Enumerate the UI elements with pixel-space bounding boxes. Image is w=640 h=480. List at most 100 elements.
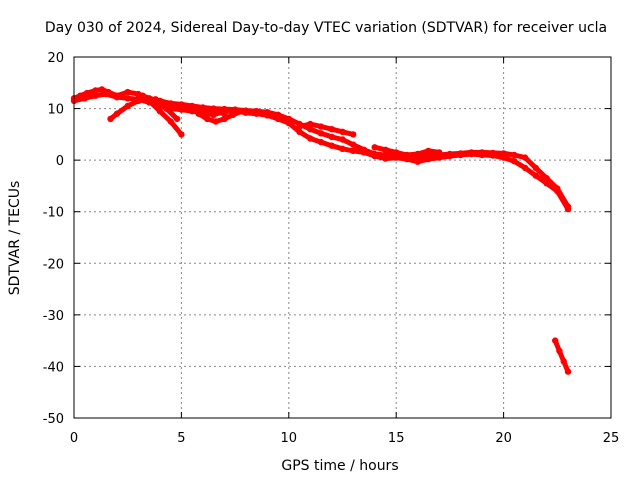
data-point [103,90,110,98]
data-point [554,187,561,195]
data-point [560,358,567,365]
data-point [167,118,174,125]
series-track-4 [139,92,185,138]
data-point [113,110,121,117]
data-point [195,110,202,117]
series-track-8 [371,144,443,159]
series-track-1 [70,86,572,210]
data-point [489,152,497,159]
x-tick-label: 20 [495,431,512,446]
data-point [204,115,211,123]
data-point [285,119,292,127]
data-point [371,144,378,151]
series-track-5 [152,96,181,123]
data-point [178,131,185,138]
data-point [339,145,346,152]
data-point [446,152,454,160]
data-point [328,126,335,133]
data-point [371,152,378,160]
data-point [139,92,146,99]
chart-title: Day 030 of 2024, Sidereal Day-to-day VTE… [45,20,607,36]
data-point [328,142,335,149]
data-point [339,128,346,135]
data-point [163,105,170,112]
x-tick-label: 15 [388,431,405,446]
data-point [556,347,563,355]
data-point [307,126,314,133]
series-track-9 [552,337,572,375]
data-point [393,149,400,156]
data-point [221,115,228,123]
data-point [238,108,245,115]
data-point [511,151,518,159]
data-point [83,89,91,97]
data-point [511,158,518,165]
data-point [382,146,389,153]
data-point [317,138,325,146]
data-point [436,149,443,156]
data-point [113,94,121,101]
data-point [564,368,572,375]
data-point [92,92,99,99]
data-point [307,120,314,128]
data-point [350,131,357,138]
y-tick-label: -10 [43,206,64,221]
x-tick-label: 25 [603,431,620,446]
y-tick-label: 0 [56,154,64,169]
y-tick-label: -30 [43,309,64,324]
data-point [81,95,88,102]
data-point [552,337,559,344]
y-tick-label: -40 [43,360,64,375]
data-point [478,151,486,159]
y-tick-label: 10 [47,103,64,118]
data-point [221,110,228,117]
y-tick-label: -50 [43,412,64,427]
data-point [124,88,131,96]
x-axis-label: GPS time / hours [281,458,398,474]
data-point [350,147,357,155]
data-point [436,154,443,161]
plot-frame [73,56,612,419]
series-track-7 [296,120,357,138]
data-point [457,151,464,159]
data-point [317,130,325,137]
data-point [339,136,346,143]
data-point [532,172,539,179]
data-point [500,154,507,161]
series-line [552,338,571,375]
x-tick-label: 5 [177,431,185,446]
data-point [124,95,131,102]
data-point [146,97,153,105]
data-point [124,102,131,110]
data-point [393,154,400,161]
data-point [135,97,142,105]
data-point [532,164,539,172]
data-point [382,155,389,162]
data-point [264,112,271,119]
grid-layer [74,57,611,418]
data-point [414,150,421,158]
y-axis-label: SDTVAR / TECUs [7,181,23,296]
data-point [564,205,572,213]
y-tick-label: -20 [43,257,64,272]
series-line [71,87,571,210]
data-point [425,147,432,155]
data-point [350,141,357,148]
data-point [521,154,529,161]
data-point [403,151,411,159]
data-point [156,108,164,115]
data-point [210,108,217,115]
x-tick-label: 10 [281,431,298,446]
data-point [543,180,550,187]
data-point [178,104,185,111]
data-point [253,110,260,117]
data-point [468,150,475,158]
data-point [188,105,196,112]
data-point [98,86,106,93]
data-point [414,158,421,165]
data-point [229,111,237,119]
data-point [521,164,529,172]
data-point [296,123,303,130]
data-point [212,118,219,125]
